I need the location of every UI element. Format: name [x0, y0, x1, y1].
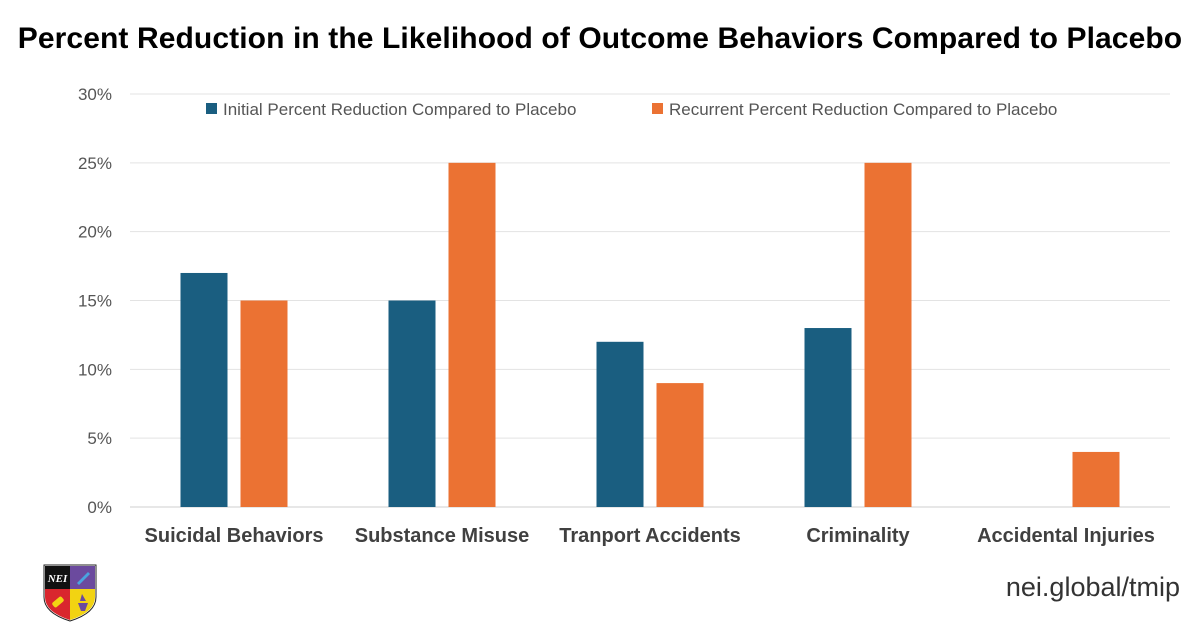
- legend: Initial Percent Reduction Compared to Pl…: [206, 100, 1057, 119]
- y-tick-label: 5%: [87, 429, 112, 448]
- chart-title: Percent Reduction in the Likelihood of O…: [17, 22, 1183, 55]
- category-label: Substance Misuse: [355, 525, 530, 547]
- legend-label-recurrent: Recurrent Percent Reduction Compared to …: [669, 100, 1057, 119]
- bar-recurrent-suicidal-behaviors: [240, 300, 288, 507]
- figure-icon: [78, 594, 88, 611]
- pencil-icon: [77, 572, 90, 585]
- logo-quadrant-black: [45, 566, 70, 589]
- bar-recurrent-criminality: [864, 162, 912, 508]
- y-tick-label: 25%: [78, 154, 112, 173]
- nei-logo: NEI: [43, 564, 97, 622]
- legend-label-initial: Initial Percent Reduction Compared to Pl…: [223, 100, 576, 119]
- y-tick-label: 10%: [78, 360, 112, 379]
- category-label: Tranport Accidents: [559, 525, 741, 547]
- logo-text: NEI: [47, 573, 68, 585]
- category-label: Accidental Injuries: [977, 525, 1155, 547]
- bar-recurrent-substance-misuse: [448, 162, 496, 508]
- bar-initial-suicidal-behaviors: [180, 272, 228, 507]
- x-axis-categories: Suicidal Behaviors Substance Misuse Tranpo…: [145, 525, 1155, 547]
- legend-swatch-recurrent: [652, 103, 663, 114]
- bars: [180, 162, 1120, 508]
- category-label: Suicidal Behaviors: [145, 525, 324, 547]
- bar-recurrent-accidental-injuries: [1072, 451, 1120, 507]
- y-tick-label: 0%: [87, 498, 112, 517]
- pill-icon: [52, 596, 64, 608]
- y-tick-label: 15%: [78, 292, 112, 311]
- legend-swatch-initial: [206, 103, 217, 114]
- y-tick-label: 20%: [78, 223, 112, 242]
- footer-url: nei.global/tmip: [1005, 572, 1180, 602]
- gridlines: [130, 93, 1170, 508]
- y-tick-label: 30%: [78, 85, 112, 104]
- category-label: Criminality: [806, 525, 910, 547]
- y-axis-ticks: 0% 5% 10% 15% 20% 25% 30%: [78, 85, 112, 517]
- bar-recurrent-tranport-accidents: [656, 383, 704, 507]
- bar-initial-tranport-accidents: [596, 341, 644, 507]
- bar-initial-substance-misuse: [388, 300, 436, 507]
- bar-initial-criminality: [804, 328, 852, 507]
